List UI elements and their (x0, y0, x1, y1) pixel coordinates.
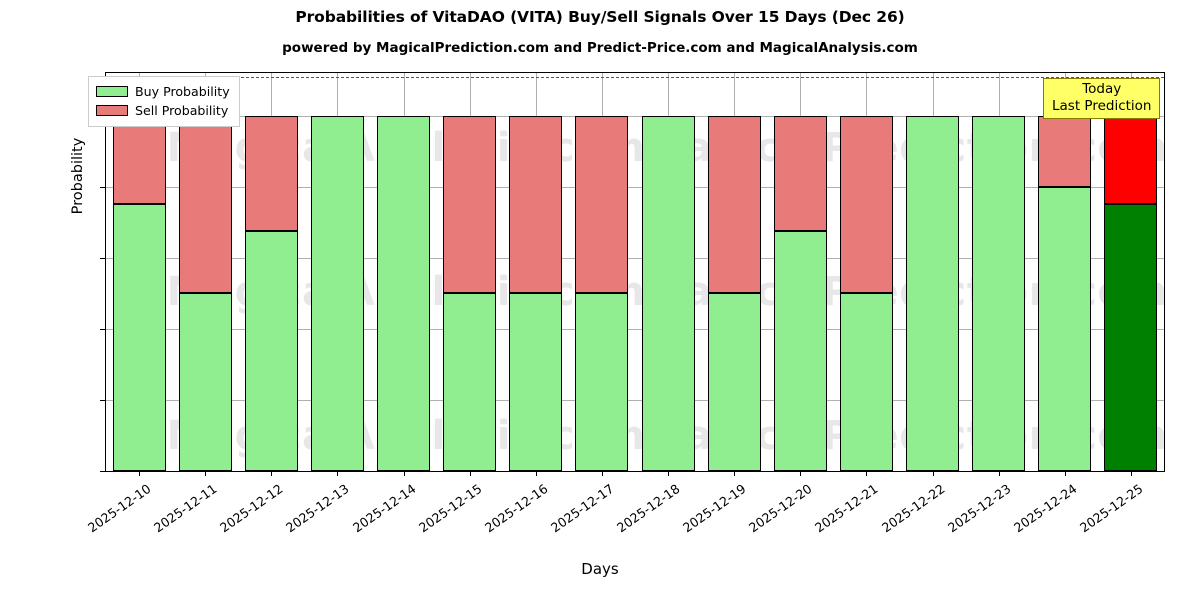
bar-segment-buy[interactable] (310, 115, 364, 471)
bar-segment-buy[interactable] (244, 231, 298, 471)
x-tick-mark (668, 471, 670, 476)
bar-column[interactable] (575, 73, 629, 471)
bar-segment-sell[interactable] (1038, 115, 1092, 188)
plot-area: MagicalAnalysis.comMagicalPrediction.com… (85, 72, 1167, 535)
x-tick-mark (469, 471, 471, 476)
x-tick-mark (734, 471, 736, 476)
today-annotation: Today Last Prediction (1043, 78, 1161, 119)
bar-segment-sell[interactable] (509, 115, 563, 294)
bar-segment-buy[interactable] (1104, 204, 1158, 471)
bar-column[interactable] (972, 73, 1026, 471)
bar-segment-sell[interactable] (1104, 115, 1158, 205)
bar-column[interactable] (773, 73, 827, 471)
x-tick-mark (866, 471, 868, 476)
x-tick-mark (271, 471, 273, 476)
bar-column[interactable] (641, 73, 695, 471)
y-tick-mark (100, 328, 106, 330)
legend-item-sell[interactable]: Sell Probability (96, 101, 230, 120)
bar-segment-sell[interactable] (575, 115, 629, 294)
gridline (106, 115, 1164, 117)
y-axis-label: Probability (70, 137, 86, 215)
bar-column[interactable] (310, 73, 364, 471)
bar-segment-buy[interactable] (575, 293, 629, 471)
bar-segment-sell[interactable] (178, 115, 232, 294)
chart-subtitle: powered by MagicalPrediction.com and Pre… (282, 40, 918, 56)
bar-segment-sell[interactable] (839, 115, 893, 294)
bar-segment-sell[interactable] (773, 115, 827, 232)
bar-segment-sell[interactable] (707, 115, 761, 294)
legend-item-buy[interactable]: Buy Probability (96, 82, 230, 101)
bar-segment-buy[interactable] (906, 115, 959, 471)
legend-swatch-sell-icon (96, 105, 128, 116)
x-tick-mark (998, 471, 1000, 476)
gridline (106, 257, 1164, 259)
y-tick-mark (100, 399, 106, 401)
bar-segment-buy[interactable] (641, 115, 695, 471)
bar-series-layer (106, 73, 1164, 471)
bar-segment-buy[interactable] (112, 204, 166, 471)
chart-legend: Buy Probability Sell Probability (88, 76, 240, 127)
threshold-dashed-line (106, 76, 1164, 78)
x-tick-mark (601, 471, 603, 476)
today-annotation-line2: Last Prediction (1052, 97, 1152, 114)
x-tick-mark (800, 471, 802, 476)
bar-column[interactable] (112, 73, 166, 471)
bar-segment-sell[interactable] (112, 115, 166, 205)
x-tick-mark (1064, 471, 1066, 476)
bar-column-today[interactable] (1104, 73, 1158, 471)
bar-segment-sell[interactable] (244, 115, 298, 232)
bar-segment-buy[interactable] (1038, 187, 1092, 471)
bar-column[interactable] (1038, 73, 1092, 471)
x-axis-label: Days (581, 560, 619, 578)
x-tick-mark (139, 471, 141, 476)
legend-label-sell: Sell Probability (135, 103, 229, 118)
x-tick-mark (932, 471, 934, 476)
x-tick-mark (535, 471, 537, 476)
gridline (106, 186, 1164, 188)
bar-column[interactable] (707, 73, 761, 471)
bar-segment-buy[interactable] (443, 293, 497, 471)
y-tick-mark (100, 186, 106, 188)
bar-column[interactable] (906, 73, 959, 471)
bar-column[interactable] (244, 73, 298, 471)
gridline (106, 399, 1164, 401)
today-annotation-line1: Today (1082, 81, 1122, 97)
bar-column[interactable] (178, 73, 232, 471)
bar-segment-sell[interactable] (443, 115, 497, 294)
bar-column[interactable] (377, 73, 430, 471)
bar-column[interactable] (443, 73, 497, 471)
x-tick-mark (337, 471, 339, 476)
x-tick-mark (1130, 471, 1132, 476)
gridline (106, 328, 1164, 330)
bar-column[interactable] (839, 73, 893, 471)
bar-segment-buy[interactable] (707, 293, 761, 471)
legend-swatch-buy-icon (96, 86, 128, 97)
bar-segment-buy[interactable] (377, 115, 430, 471)
bar-segment-buy[interactable] (972, 115, 1026, 471)
bar-segment-buy[interactable] (509, 293, 563, 471)
y-tick-mark (100, 257, 106, 259)
bar-column[interactable] (509, 73, 563, 471)
bar-segment-buy[interactable] (839, 293, 893, 471)
page-title: Probabilities of VitaDAO (VITA) Buy/Sell… (295, 8, 905, 26)
bar-segment-buy[interactable] (178, 293, 232, 471)
x-tick-mark (205, 471, 207, 476)
bar-segment-buy[interactable] (773, 231, 827, 471)
x-tick-mark (403, 471, 405, 476)
y-tick-mark (100, 471, 106, 472)
legend-label-buy: Buy Probability (135, 84, 230, 99)
